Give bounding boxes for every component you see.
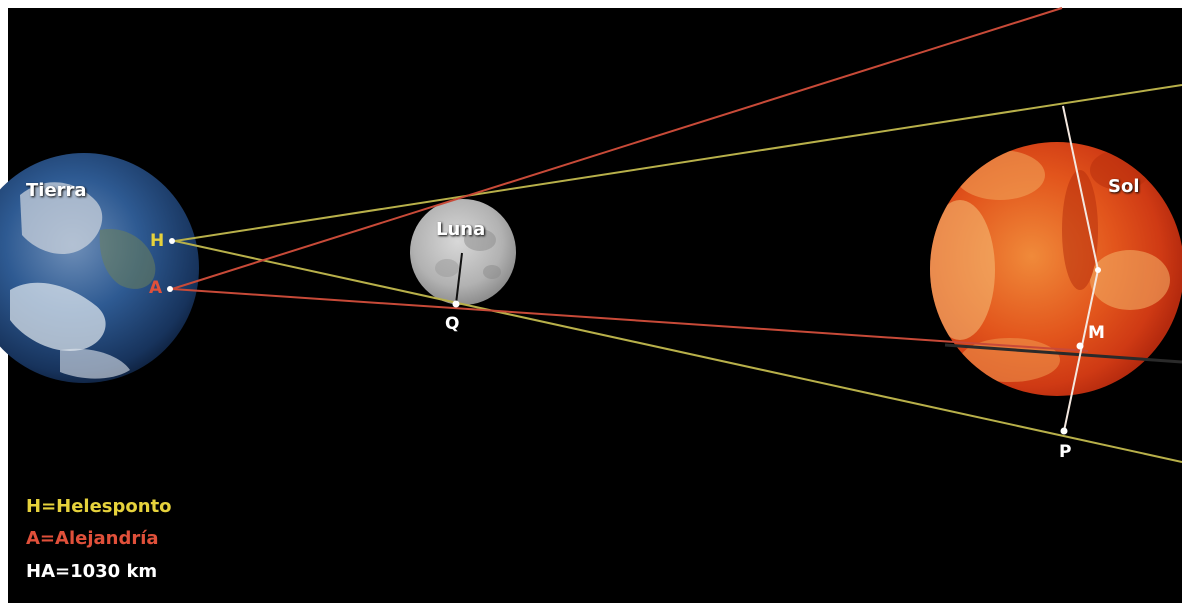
earth-label: Tierra bbox=[26, 180, 87, 201]
point-q-marker bbox=[452, 300, 460, 308]
point-p-marker bbox=[1060, 427, 1068, 435]
moon-label: Luna bbox=[436, 219, 486, 240]
line-h-to-sun-top bbox=[174, 84, 1182, 242]
point-q-label: Q bbox=[445, 314, 460, 334]
moon bbox=[410, 199, 516, 305]
line-a-to-sun bbox=[171, 288, 1089, 352]
moon-radius-line bbox=[455, 252, 463, 305]
sun-diameter-line bbox=[1062, 105, 1099, 271]
point-h-label: H bbox=[150, 231, 165, 251]
point-a-label: A bbox=[149, 278, 163, 298]
legend-distance: HA=1030 km bbox=[26, 561, 158, 582]
legend-alejandria: A=Alejandría bbox=[26, 528, 159, 549]
line-h-to-sun-bottom bbox=[174, 240, 1182, 463]
point-sun-upper-marker bbox=[1095, 267, 1101, 273]
sun-label: Sol bbox=[1108, 176, 1140, 197]
point-p-label: P bbox=[1059, 442, 1072, 462]
legend-helesponto: H=Helesponto bbox=[26, 496, 172, 517]
earth bbox=[0, 153, 199, 383]
line-a-upper bbox=[171, 7, 1063, 290]
point-a-marker bbox=[167, 286, 173, 292]
point-m-label: M bbox=[1088, 323, 1105, 343]
line-center-extension bbox=[944, 343, 1182, 364]
point-m-marker bbox=[1076, 342, 1084, 350]
sun-diameter-line-lower bbox=[1063, 269, 1099, 432]
point-h-marker bbox=[169, 238, 175, 244]
